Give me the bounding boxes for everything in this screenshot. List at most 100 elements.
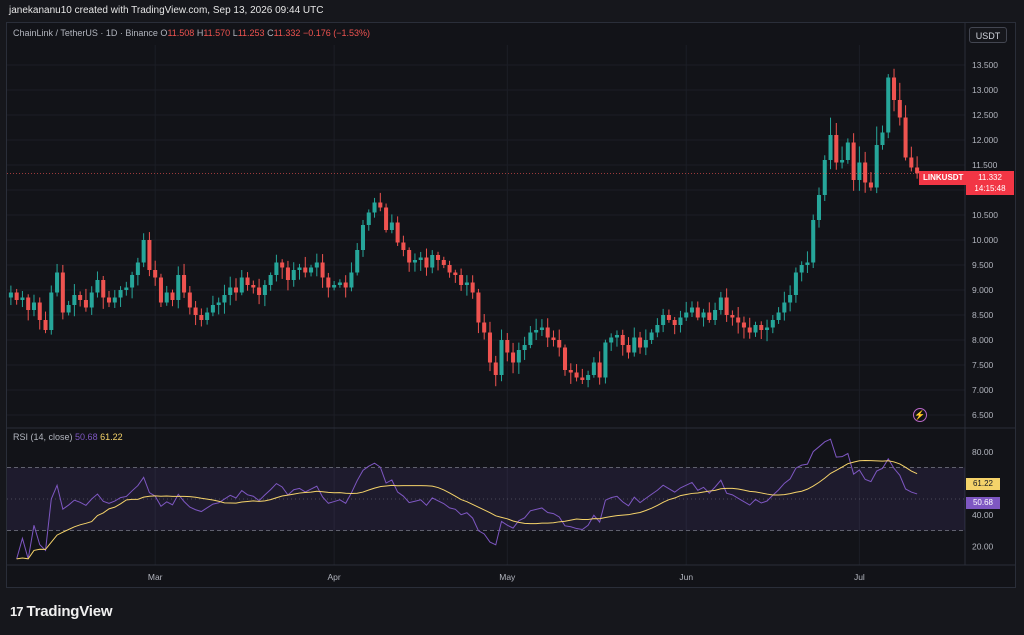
- candle-body: [55, 272, 60, 293]
- price-tick-label: 9.000: [972, 285, 994, 295]
- candle-body: [857, 162, 862, 180]
- candle-body: [765, 327, 770, 330]
- candle-body: [187, 292, 192, 308]
- price-tick-label: 7.500: [972, 360, 994, 370]
- price-tick-label: 9.500: [972, 260, 994, 270]
- candle-body: [545, 327, 550, 338]
- candle-body: [476, 292, 481, 323]
- change-value: −0.176 (−1.53%): [302, 28, 371, 38]
- candle-body: [89, 292, 94, 308]
- candle-body: [562, 347, 568, 370]
- chart-frame[interactable]: [6, 22, 1016, 588]
- rsi-title: RSI (14, close): [13, 432, 73, 442]
- symbol-name: ChainLink / TetherUS · 1D · Binance: [13, 28, 158, 38]
- candle-body: [297, 267, 302, 270]
- candle-body: [239, 277, 244, 293]
- candle-body: [170, 292, 175, 300]
- price-tick-label: 7.000: [972, 385, 994, 395]
- symbol-legend: ChainLink / TetherUS · 1D · Binance O11.…: [13, 28, 370, 38]
- candle-body: [8, 292, 13, 298]
- candle-body: [661, 315, 666, 325]
- rsi-tick-label: 40.00: [972, 510, 994, 520]
- candle-body: [886, 77, 891, 133]
- price-tick-label: 11.500: [972, 160, 998, 170]
- candle-body: [788, 295, 793, 303]
- candle-body: [14, 292, 19, 300]
- rsi-legend: RSI (14, close) 50.68 61.22: [13, 432, 123, 442]
- candle-body: [372, 202, 377, 213]
- candle-body: [828, 135, 833, 160]
- candle-body: [135, 262, 140, 275]
- candle-body: [684, 312, 689, 318]
- price-tick-label: 10.500: [972, 210, 998, 220]
- high-label: H: [196, 28, 204, 38]
- price-tick-label: 12.000: [972, 135, 998, 145]
- candle-body: [274, 262, 279, 275]
- rsi-ma-line: [16, 459, 918, 560]
- candle-body: [285, 267, 290, 280]
- candle-body: [418, 257, 423, 260]
- time-tick-label: May: [499, 572, 516, 582]
- rsi-ma-value: 61.22: [100, 432, 123, 442]
- candle-body: [384, 207, 389, 230]
- candle-body: [614, 335, 619, 338]
- candle-body: [816, 195, 822, 220]
- candle-body: [591, 362, 596, 375]
- candle-body: [695, 307, 700, 318]
- rsi-band: [7, 467, 965, 531]
- candle-body: [678, 317, 683, 325]
- rsi-tick-label: 20.00: [972, 541, 994, 551]
- candle-body: [268, 275, 273, 285]
- candle-body: [736, 317, 741, 323]
- candle-body: [551, 337, 556, 340]
- candle-body: [430, 255, 435, 268]
- candle-body: [464, 282, 469, 285]
- candle-body: [407, 250, 412, 263]
- price-tick-label: 13.000: [972, 85, 998, 95]
- brand-logo[interactable]: 17 TradingView: [10, 603, 113, 620]
- candle-body: [574, 372, 579, 378]
- candle-body: [83, 300, 88, 308]
- candle-body: [649, 332, 654, 340]
- rsi-value: 50.68: [75, 432, 98, 442]
- candle-body: [868, 182, 873, 188]
- candle-body: [43, 320, 48, 330]
- candles: [7, 68, 965, 388]
- candle-body: [360, 225, 366, 250]
- candle-body: [666, 315, 671, 320]
- candle-body: [713, 310, 718, 320]
- grid-lines: [7, 23, 1015, 566]
- candle-body: [453, 272, 458, 275]
- tradingview-logo-icon: 17: [10, 604, 24, 619]
- candle-body: [78, 295, 83, 300]
- time-axis: MarAprMayJunJulAugSep: [148, 572, 865, 582]
- candle-body: [31, 302, 36, 310]
- candle-body: [106, 297, 112, 303]
- candle-body: [303, 267, 308, 273]
- candle-body: [72, 295, 77, 305]
- candle-body: [609, 337, 614, 343]
- candle-body: [534, 330, 539, 333]
- candle-body: [724, 297, 729, 315]
- last-price-value: 11.332: [978, 173, 1002, 182]
- candle-body: [459, 275, 464, 285]
- candle-body: [355, 250, 360, 273]
- candle-body: [539, 327, 544, 330]
- candle-body: [718, 297, 723, 310]
- currency-unit-button[interactable]: USDT: [969, 27, 1007, 43]
- candle-body: [776, 312, 781, 320]
- candle-body: [643, 340, 648, 348]
- open-label: O: [160, 28, 168, 38]
- candle-body: [257, 287, 262, 295]
- candle-body: [37, 302, 42, 320]
- brand-name: TradingView: [26, 603, 113, 620]
- candle-body: [834, 135, 839, 163]
- candle-body: [233, 287, 239, 293]
- candle-body: [314, 262, 319, 268]
- candle-body: [493, 362, 498, 375]
- candle-body: [557, 340, 562, 348]
- lightning-icon[interactable]: ⚡: [913, 408, 927, 422]
- candle-body: [638, 337, 643, 348]
- candle-body: [124, 287, 129, 290]
